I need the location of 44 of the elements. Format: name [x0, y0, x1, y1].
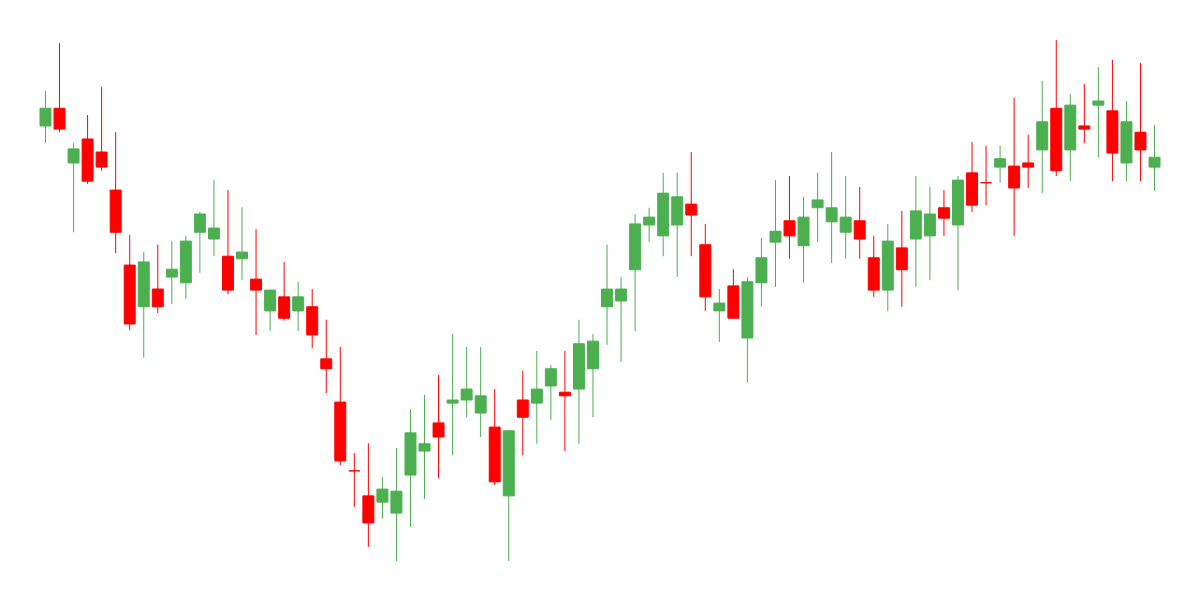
candlestick [530, 350, 543, 445]
candlestick [923, 186, 936, 281]
candlestick [769, 179, 782, 288]
candlestick [165, 240, 178, 305]
candlestick [544, 364, 557, 421]
candlestick [278, 261, 291, 322]
candlestick [937, 189, 950, 237]
candlestick [39, 90, 52, 144]
candlestick [825, 151, 838, 264]
candlestick [1148, 124, 1161, 192]
candlestick [250, 228, 263, 336]
candlestick [783, 175, 796, 260]
candlestick [713, 288, 726, 343]
candlestick [95, 86, 108, 172]
candlestick [853, 186, 866, 260]
candlestick [236, 206, 248, 281]
candlestick [1008, 97, 1021, 237]
candlestick [839, 175, 852, 260]
candlestick [151, 244, 164, 314]
candlestick [1078, 83, 1091, 144]
candlestick [1092, 66, 1105, 158]
candlestick [811, 172, 824, 243]
candlestick [193, 211, 206, 274]
candlestick [292, 281, 305, 332]
candlestick [264, 289, 277, 332]
candlestick [320, 319, 333, 394]
candlestick [67, 142, 80, 233]
candlestick [460, 346, 473, 418]
candlestick [207, 179, 220, 257]
candlestick [474, 346, 487, 438]
candlestick [994, 145, 1007, 184]
candlestick [601, 244, 613, 346]
candlestick [685, 151, 698, 257]
candlestick [348, 452, 361, 508]
candlestick [1022, 134, 1035, 189]
candlestick [615, 276, 628, 363]
candlestick [516, 370, 529, 456]
candlestick [980, 145, 993, 206]
candlestick [643, 207, 656, 243]
candlestick [446, 333, 459, 456]
candlestick [1134, 62, 1147, 182]
candlestick [895, 210, 908, 308]
candlestick [432, 374, 445, 479]
candlestick [53, 42, 66, 133]
